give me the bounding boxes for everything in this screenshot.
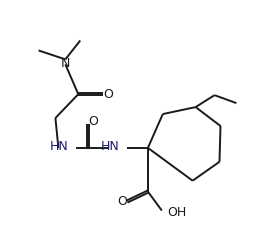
Text: O: O	[103, 88, 113, 101]
Text: O: O	[117, 195, 127, 208]
Text: O: O	[88, 115, 98, 127]
Text: HN: HN	[50, 140, 68, 153]
Text: OH: OH	[167, 206, 186, 219]
Text: N: N	[61, 57, 70, 70]
Text: HN: HN	[100, 140, 119, 153]
